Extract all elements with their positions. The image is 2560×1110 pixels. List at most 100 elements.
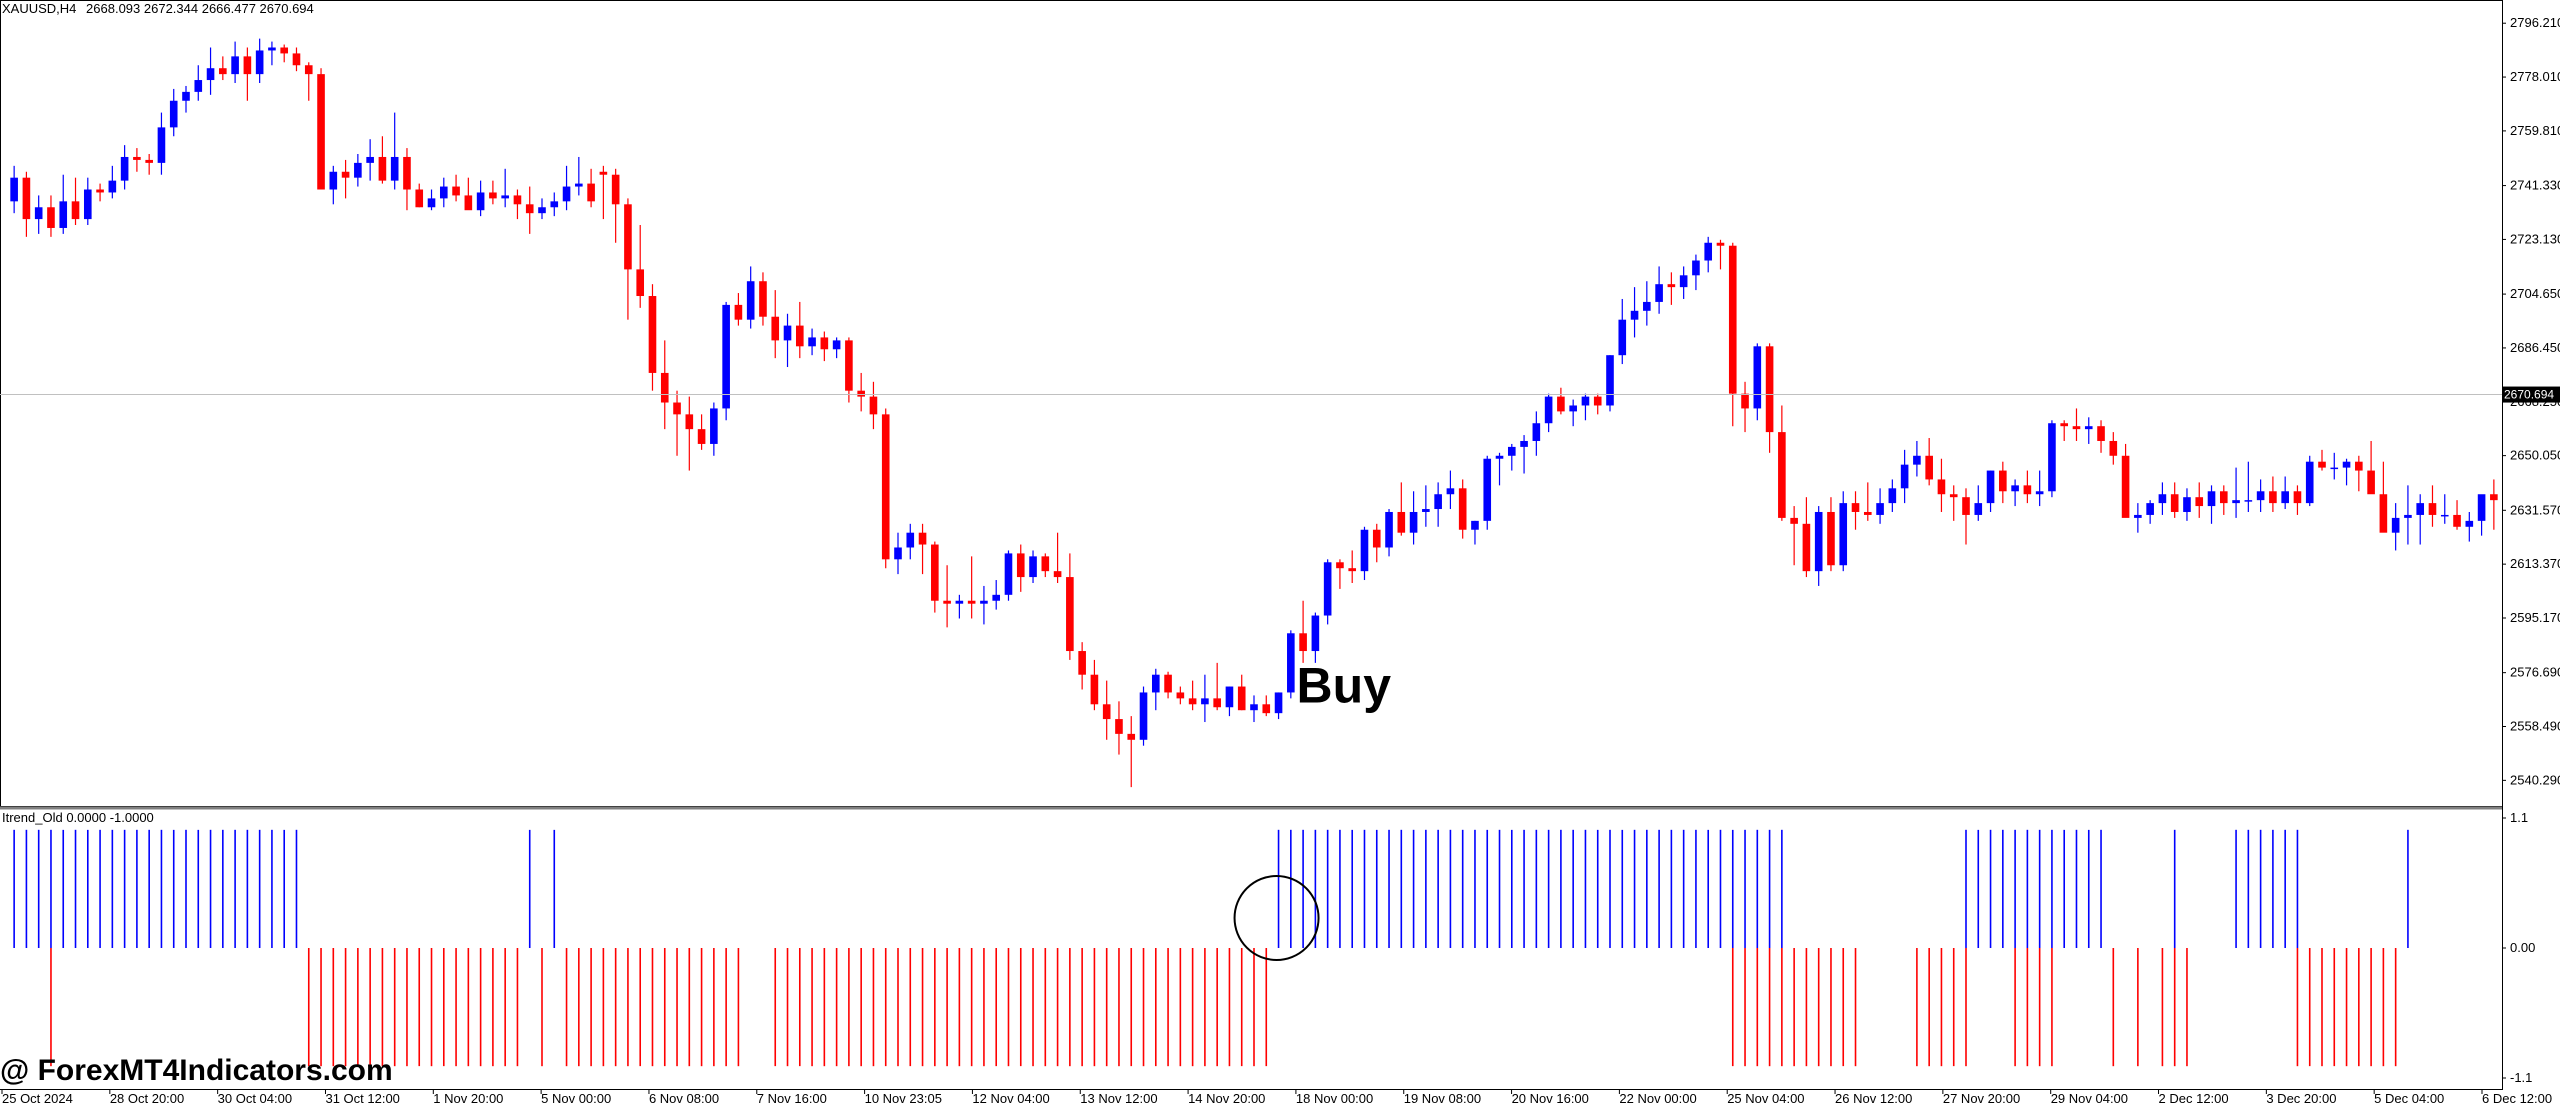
candle[interactable] — [2305, 455, 2314, 507]
candle[interactable] — [734, 293, 743, 326]
candle[interactable] — [22, 171, 31, 237]
candle[interactable] — [2281, 476, 2289, 510]
candle[interactable] — [783, 313, 792, 368]
candle[interactable] — [1274, 692, 1283, 720]
candle[interactable] — [2060, 420, 2069, 441]
candle[interactable] — [2318, 449, 2326, 471]
candle[interactable] — [2256, 479, 2265, 512]
candle[interactable] — [820, 331, 829, 362]
candle[interactable] — [538, 198, 546, 220]
candle[interactable] — [1213, 662, 1221, 711]
candle[interactable] — [1409, 491, 1418, 545]
candle[interactable] — [1606, 355, 1614, 412]
candle[interactable] — [1569, 399, 1577, 427]
candle[interactable] — [2465, 511, 2474, 542]
candle[interactable] — [624, 198, 632, 320]
candle[interactable] — [96, 183, 104, 202]
candle[interactable] — [194, 65, 203, 101]
candle[interactable] — [1925, 438, 1933, 486]
candle[interactable] — [1311, 612, 1320, 663]
candle[interactable] — [1016, 544, 1025, 592]
candle[interactable] — [317, 68, 325, 190]
candle[interactable] — [366, 139, 374, 181]
candle[interactable] — [587, 168, 595, 208]
indicator-pane[interactable] — [13, 829, 2409, 1067]
candle[interactable] — [1999, 461, 2007, 504]
candle[interactable] — [1986, 470, 1995, 512]
candle[interactable] — [1090, 659, 1099, 711]
candle[interactable] — [2023, 470, 2032, 504]
candle[interactable] — [2170, 482, 2179, 518]
candle[interactable] — [1323, 559, 1332, 625]
candle[interactable] — [906, 523, 915, 560]
candle[interactable] — [648, 284, 657, 391]
candle[interactable] — [1728, 242, 1737, 427]
candle[interactable] — [1888, 479, 1897, 512]
candle[interactable] — [2490, 479, 2498, 530]
candle[interactable] — [1041, 553, 1050, 578]
candle[interactable] — [501, 168, 509, 208]
candle[interactable] — [1507, 443, 1516, 471]
candle[interactable] — [2269, 476, 2277, 512]
candle[interactable] — [1667, 272, 1676, 305]
candle[interactable] — [489, 180, 497, 205]
candle[interactable] — [2072, 408, 2081, 441]
candle[interactable] — [2428, 485, 2437, 527]
candle[interactable] — [918, 523, 927, 575]
candle[interactable] — [525, 186, 534, 234]
candle[interactable] — [1053, 532, 1062, 583]
candle[interactable] — [71, 177, 80, 226]
candle[interactable] — [1495, 452, 1504, 486]
candle[interactable] — [403, 148, 411, 211]
candle[interactable] — [1863, 482, 1872, 521]
candle[interactable] — [2158, 482, 2167, 515]
candle[interactable] — [2048, 420, 2056, 498]
candle[interactable] — [894, 532, 902, 575]
candle[interactable] — [1679, 266, 1688, 299]
candle[interactable] — [1753, 343, 1762, 421]
candle[interactable] — [2035, 470, 2044, 507]
candle[interactable] — [857, 372, 865, 412]
candle[interactable] — [1900, 449, 1909, 504]
candle[interactable] — [341, 159, 350, 199]
candle[interactable] — [1532, 411, 1541, 456]
candle[interactable] — [1839, 491, 1848, 572]
candle[interactable] — [182, 85, 190, 113]
candle[interactable] — [1225, 686, 1234, 717]
candle[interactable] — [1164, 671, 1172, 699]
candle[interactable] — [1139, 686, 1148, 746]
candle[interactable] — [2207, 485, 2216, 524]
candle[interactable] — [832, 337, 841, 359]
candle[interactable] — [2440, 494, 2449, 524]
candle[interactable] — [1397, 482, 1406, 536]
candle[interactable] — [2183, 488, 2191, 521]
candle[interactable] — [2011, 479, 2019, 507]
candle[interactable] — [120, 145, 129, 190]
candle[interactable] — [562, 165, 571, 211]
candle[interactable] — [869, 381, 878, 430]
candle[interactable] — [1336, 559, 1344, 589]
candle[interactable] — [1360, 526, 1369, 581]
candle[interactable] — [1851, 491, 1860, 530]
candle[interactable] — [1201, 674, 1209, 723]
candle[interactable] — [1520, 435, 1528, 474]
candle[interactable] — [771, 290, 780, 359]
candle[interactable] — [697, 414, 706, 450]
candle[interactable] — [2195, 482, 2204, 518]
candle[interactable] — [992, 580, 1001, 610]
candle[interactable] — [685, 396, 694, 471]
candle[interactable] — [1827, 497, 1835, 572]
candle[interactable] — [710, 402, 718, 456]
candle[interactable] — [464, 177, 473, 211]
candle[interactable] — [795, 301, 804, 359]
candle[interactable] — [2244, 461, 2253, 512]
candle[interactable] — [133, 148, 141, 172]
candle[interactable] — [145, 154, 153, 175]
candle[interactable] — [1066, 553, 1074, 660]
candle[interactable] — [2293, 485, 2302, 515]
candle[interactable] — [2232, 467, 2240, 518]
candle[interactable] — [599, 165, 608, 220]
candle[interactable] — [1962, 488, 1970, 545]
candle[interactable] — [1618, 298, 1627, 365]
